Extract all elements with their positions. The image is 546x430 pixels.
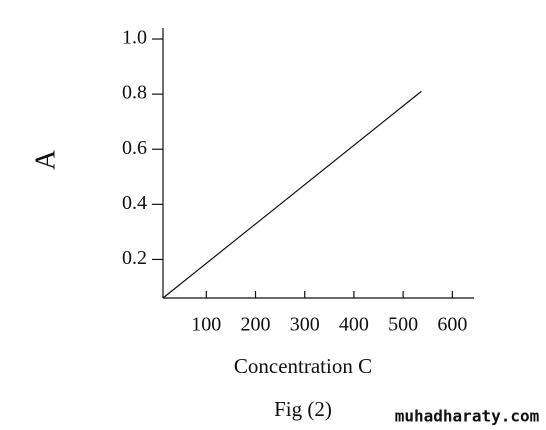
y-axis-label: A	[30, 149, 61, 170]
y-tick-label: 0.4	[122, 192, 147, 214]
x-tick-label: 400	[339, 314, 369, 336]
y-tick-label: 0.8	[122, 82, 147, 104]
caption: Fig (2)	[274, 397, 332, 421]
x-tick-label: 200	[241, 314, 271, 336]
y-tick-label: 0.2	[122, 247, 147, 269]
watermark: muhadharaty.com	[395, 407, 540, 426]
x-tick-label: 100	[191, 314, 221, 336]
x-tick-label: 500	[388, 314, 418, 336]
data-line	[162, 90, 422, 299]
x-tick-label: 300	[290, 314, 320, 336]
x-tick-label: 600	[437, 314, 467, 336]
y-tick-label: 0.6	[122, 137, 147, 159]
x-axis-label: Concentration C	[234, 354, 372, 378]
y-tick-label: 1.0	[122, 27, 147, 49]
